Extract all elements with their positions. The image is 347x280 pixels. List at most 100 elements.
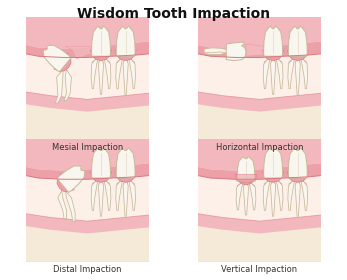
Polygon shape — [204, 50, 228, 55]
Polygon shape — [57, 173, 74, 192]
Polygon shape — [264, 26, 283, 56]
Polygon shape — [237, 182, 243, 193]
Polygon shape — [274, 26, 283, 56]
Polygon shape — [295, 56, 301, 94]
Polygon shape — [117, 179, 123, 192]
Polygon shape — [104, 57, 110, 70]
Polygon shape — [92, 148, 111, 178]
Polygon shape — [92, 179, 98, 192]
Polygon shape — [249, 182, 255, 193]
Polygon shape — [264, 148, 283, 178]
Polygon shape — [56, 65, 67, 103]
Polygon shape — [117, 57, 123, 70]
Polygon shape — [198, 139, 321, 171]
Polygon shape — [65, 46, 92, 59]
Polygon shape — [99, 57, 103, 70]
Polygon shape — [26, 17, 149, 49]
Polygon shape — [91, 56, 98, 89]
Polygon shape — [288, 148, 307, 178]
Polygon shape — [247, 157, 255, 181]
Polygon shape — [104, 56, 111, 89]
Polygon shape — [102, 148, 111, 178]
Polygon shape — [263, 50, 283, 60]
Polygon shape — [104, 178, 111, 211]
Text: Horizontal Impaction: Horizontal Impaction — [216, 143, 303, 152]
Polygon shape — [198, 104, 321, 140]
Polygon shape — [91, 172, 111, 182]
Polygon shape — [99, 179, 103, 192]
Text: Mesial Impaction: Mesial Impaction — [52, 143, 123, 152]
Polygon shape — [301, 178, 307, 211]
Polygon shape — [226, 42, 246, 60]
Polygon shape — [123, 178, 128, 216]
Polygon shape — [58, 185, 67, 219]
Polygon shape — [288, 178, 295, 211]
Polygon shape — [54, 53, 71, 71]
Polygon shape — [198, 17, 321, 140]
Polygon shape — [287, 172, 308, 182]
Polygon shape — [289, 179, 295, 192]
Polygon shape — [237, 157, 255, 181]
Polygon shape — [264, 57, 270, 70]
Polygon shape — [274, 148, 283, 178]
Polygon shape — [301, 179, 307, 192]
Polygon shape — [246, 44, 264, 56]
Polygon shape — [243, 181, 248, 215]
Polygon shape — [26, 139, 149, 262]
Polygon shape — [276, 179, 282, 192]
Polygon shape — [26, 214, 149, 262]
Polygon shape — [43, 45, 71, 72]
Polygon shape — [47, 45, 71, 63]
Polygon shape — [99, 56, 104, 94]
Polygon shape — [295, 178, 301, 216]
Polygon shape — [198, 163, 321, 179]
Polygon shape — [124, 179, 128, 192]
Polygon shape — [128, 179, 135, 192]
Polygon shape — [271, 179, 275, 192]
Polygon shape — [26, 226, 149, 262]
Polygon shape — [92, 26, 111, 56]
Polygon shape — [204, 48, 228, 53]
Polygon shape — [26, 163, 149, 179]
Polygon shape — [61, 185, 75, 221]
Polygon shape — [198, 41, 321, 57]
Polygon shape — [92, 57, 98, 70]
Polygon shape — [26, 17, 149, 140]
Polygon shape — [198, 92, 321, 140]
Polygon shape — [235, 174, 257, 183]
Polygon shape — [116, 148, 135, 178]
Polygon shape — [271, 56, 276, 94]
Polygon shape — [296, 57, 300, 70]
Polygon shape — [271, 57, 275, 70]
Polygon shape — [123, 56, 128, 94]
Polygon shape — [116, 178, 123, 211]
Polygon shape — [57, 166, 85, 192]
Polygon shape — [296, 179, 300, 192]
Polygon shape — [276, 56, 283, 89]
Polygon shape — [91, 50, 111, 60]
Polygon shape — [263, 178, 270, 211]
Polygon shape — [198, 214, 321, 262]
Polygon shape — [91, 178, 98, 211]
Polygon shape — [288, 26, 307, 56]
Polygon shape — [287, 50, 308, 60]
Polygon shape — [198, 139, 321, 262]
Polygon shape — [289, 57, 295, 70]
Polygon shape — [26, 41, 149, 57]
Polygon shape — [298, 148, 307, 178]
Polygon shape — [198, 226, 321, 262]
Polygon shape — [116, 26, 135, 56]
Polygon shape — [126, 148, 135, 178]
Polygon shape — [26, 104, 149, 140]
Polygon shape — [234, 42, 246, 56]
Text: Vertical Impaction: Vertical Impaction — [221, 265, 298, 274]
Polygon shape — [236, 174, 256, 185]
Polygon shape — [128, 178, 135, 211]
Text: Distal Impaction: Distal Impaction — [53, 265, 122, 274]
Text: Wisdom Tooth Impaction: Wisdom Tooth Impaction — [77, 7, 270, 21]
Polygon shape — [116, 56, 123, 89]
Polygon shape — [126, 26, 135, 56]
Polygon shape — [263, 56, 270, 89]
Polygon shape — [124, 57, 128, 70]
Polygon shape — [26, 92, 149, 140]
